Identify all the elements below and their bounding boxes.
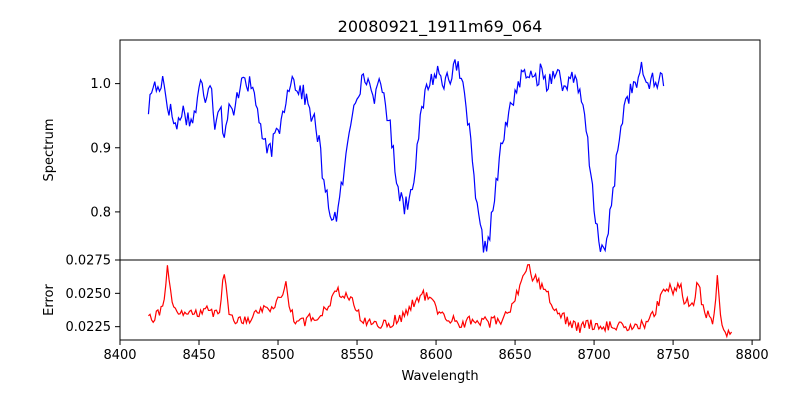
- x-ticks: 8400 8450 8500 8550 8600 8650 8700 8750 8800: [103, 340, 769, 363]
- y-tick-label: 0.8: [90, 205, 111, 220]
- error-panel: 0.0225 0.0250 0.0275 Error: [42, 254, 761, 341]
- error-axes-frame: [119, 259, 761, 341]
- spectrum-series-line: [147, 59, 665, 253]
- x-tick-label: 8750: [657, 348, 690, 363]
- x-tick-label: 8550: [340, 348, 373, 363]
- spectrum-y-axis-label: Spectrum: [42, 119, 57, 182]
- spectrum-y-ticks: 0.8 0.9 1.0: [90, 77, 120, 220]
- x-tick-label: 8400: [103, 348, 136, 363]
- y-tick-label: 0.9: [90, 141, 111, 156]
- x-tick-label: 8600: [420, 348, 453, 363]
- error-y-ticks: 0.0225 0.0250 0.0275: [66, 254, 120, 335]
- chart-title: 20080921_1911m69_064: [338, 17, 543, 37]
- spectrum-panel: 0.8 0.9 1.0 Spectrum: [42, 39, 761, 261]
- x-tick-label: 8450: [182, 348, 215, 363]
- y-tick-label: 0.0225: [66, 320, 112, 335]
- x-tick-label: 8650: [499, 348, 532, 363]
- error-series-line: [148, 264, 733, 339]
- error-y-axis-label: Error: [42, 284, 57, 316]
- x-tick-label: 8500: [261, 348, 294, 363]
- x-tick-label: 8700: [578, 348, 611, 363]
- y-tick-label: 1.0: [90, 77, 111, 92]
- x-axis-label: Wavelength: [401, 369, 478, 384]
- y-tick-label: 0.0275: [66, 254, 112, 269]
- x-tick-label: 8800: [736, 348, 769, 363]
- y-tick-label: 0.0250: [66, 287, 112, 302]
